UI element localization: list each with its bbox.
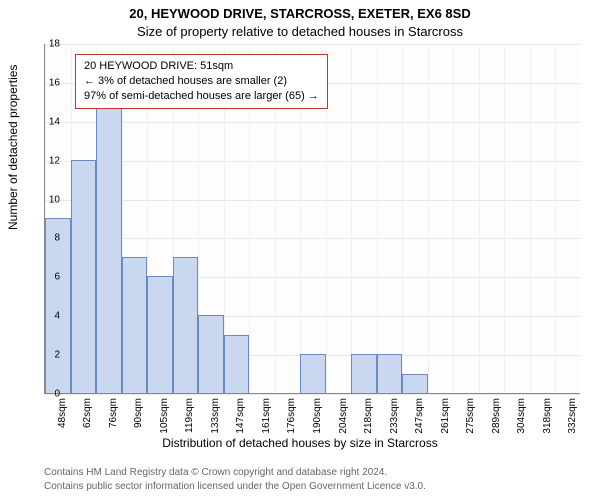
y-tick-label: 10 [49, 194, 60, 205]
x-tick-label: 48sqm [57, 398, 68, 438]
x-tick-label: 176sqm [286, 398, 297, 438]
x-tick-label: 119sqm [184, 398, 195, 438]
x-tick-label: 332sqm [567, 398, 578, 438]
histogram-bar [96, 82, 122, 393]
gridline-h [45, 161, 580, 162]
x-axis-label: Distribution of detached houses by size … [0, 436, 600, 450]
histogram-bar [71, 160, 97, 393]
gridline-v [351, 44, 352, 393]
x-tick-label: 90sqm [133, 398, 144, 438]
x-tick-label: 289sqm [491, 398, 502, 438]
x-tick-label: 318sqm [542, 398, 553, 438]
y-tick-label: 12 [49, 155, 60, 166]
gridline-v [402, 44, 403, 393]
x-tick-label: 233sqm [389, 398, 400, 438]
x-tick-label: 105sqm [159, 398, 170, 438]
gridline-h [45, 200, 580, 201]
y-tick-label: 6 [54, 272, 60, 283]
annotation-line: 97% of semi-detached houses are larger (… [84, 89, 319, 104]
histogram-bar [224, 335, 250, 393]
gridline-v [504, 44, 505, 393]
footer-line2: Contains public sector information licen… [44, 481, 426, 492]
x-tick-label: 204sqm [338, 398, 349, 438]
x-tick-label: 190sqm [312, 398, 323, 438]
histogram-bar [402, 374, 428, 393]
plot-area: 20 HEYWOOD DRIVE: 51sqm← 3% of detached … [44, 44, 580, 394]
x-tick-label: 147sqm [235, 398, 246, 438]
chart-title-line2: Size of property relative to detached ho… [0, 24, 600, 39]
footer-line1: Contains HM Land Registry data © Crown c… [44, 467, 387, 478]
chart-container: 20, HEYWOOD DRIVE, STARCROSS, EXETER, EX… [0, 0, 600, 500]
gridline-v [479, 44, 480, 393]
gridline-h [45, 394, 580, 395]
annotation-line: 20 HEYWOOD DRIVE: 51sqm [84, 59, 319, 74]
y-tick-label: 4 [54, 311, 60, 322]
gridline-v [453, 44, 454, 393]
x-tick-label: 304sqm [516, 398, 527, 438]
y-tick-label: 2 [54, 350, 60, 361]
x-tick-label: 247sqm [414, 398, 425, 438]
chart-title-line1: 20, HEYWOOD DRIVE, STARCROSS, EXETER, EX… [0, 6, 600, 21]
histogram-bar [198, 315, 224, 393]
gridline-h [45, 44, 580, 45]
x-tick-label: 275sqm [465, 398, 476, 438]
histogram-bar [377, 354, 403, 393]
histogram-bar [122, 257, 148, 393]
histogram-bar [147, 276, 173, 393]
annotation-line: ← 3% of detached houses are smaller (2) [84, 74, 319, 89]
histogram-bar [300, 354, 326, 393]
gridline-h [45, 238, 580, 239]
x-tick-label: 133sqm [210, 398, 221, 438]
y-tick-label: 14 [49, 116, 60, 127]
y-tick-label: 8 [54, 233, 60, 244]
x-tick-label: 261sqm [440, 398, 451, 438]
annotation-box: 20 HEYWOOD DRIVE: 51sqm← 3% of detached … [75, 54, 328, 109]
y-tick-label: 16 [49, 77, 60, 88]
gridline-v [530, 44, 531, 393]
y-axis-label: Number of detached properties [6, 65, 20, 230]
x-tick-label: 76sqm [108, 398, 119, 438]
histogram-bar [351, 354, 377, 393]
gridline-v [428, 44, 429, 393]
x-tick-label: 161sqm [261, 398, 272, 438]
x-tick-label: 218sqm [363, 398, 374, 438]
x-tick-label: 62sqm [82, 398, 93, 438]
y-tick-label: 18 [49, 39, 60, 50]
gridline-v [555, 44, 556, 393]
histogram-bar [45, 218, 71, 393]
gridline-h [45, 122, 580, 123]
gridline-v [377, 44, 378, 393]
histogram-bar [173, 257, 199, 393]
